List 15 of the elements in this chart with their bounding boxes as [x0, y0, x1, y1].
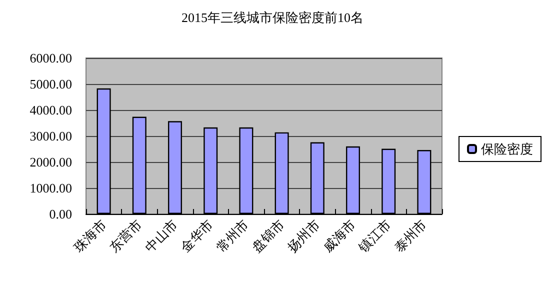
y-tick-label: 0.00 — [49, 206, 72, 222]
x-tick-label: 泰州市 — [391, 216, 430, 255]
y-tick-label: 4000.00 — [30, 102, 72, 118]
y-tick-label: 5000.00 — [30, 76, 72, 92]
x-tick-label: 珠海市 — [70, 216, 110, 255]
y-tick-label: 6000.00 — [30, 50, 72, 66]
x-tick-label: 金华市 — [178, 216, 216, 255]
chart-title: 2015年三线城市保险密度前10名 — [182, 10, 364, 25]
x-tick-label: 中山市 — [142, 216, 180, 255]
legend-label: 保险密度 — [481, 142, 533, 156]
x-tick-label: 东营市 — [106, 216, 145, 255]
y-tick-label: 2000.00 — [30, 154, 72, 170]
x-tick-label: 扬州市 — [284, 216, 323, 255]
y-tick-label: 3000.00 — [30, 128, 72, 144]
y-tick-label: 1000.00 — [30, 180, 72, 196]
